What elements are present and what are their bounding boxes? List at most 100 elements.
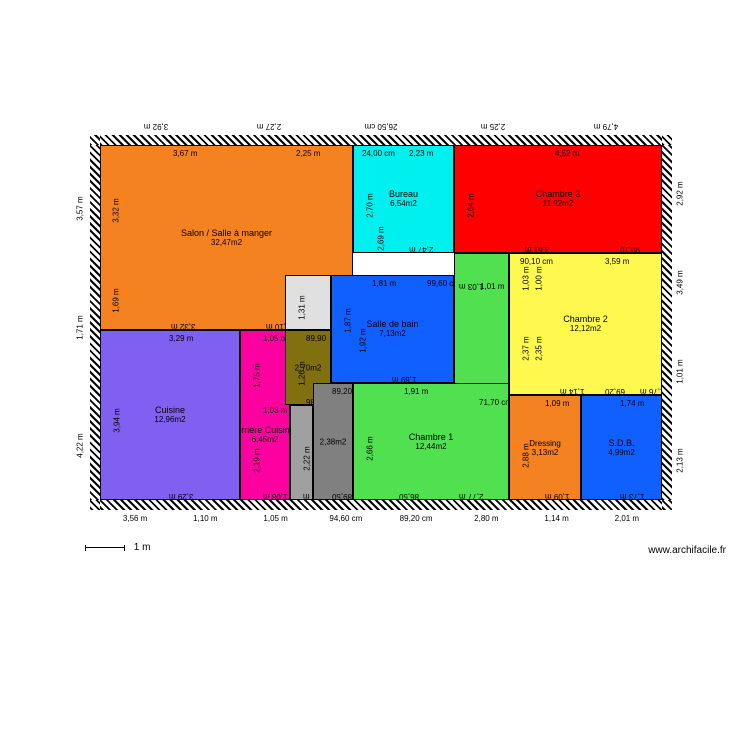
room-bureau: Bureau6,54m224,00 cm2,23 m2,70 m2,64 m2,… (353, 145, 454, 253)
scale-legend: 1 m (85, 542, 150, 553)
dim-label: 71,70 cm (479, 398, 509, 407)
room-grey2: 2,22 m 1,02 m (290, 405, 313, 500)
dim-label: 86,50 (399, 492, 419, 500)
outer-dim: 3,56 m (123, 514, 147, 523)
room-label: Salon / Salle à manger32,47m2 (181, 228, 272, 248)
dim-label: 89,50 (332, 492, 352, 500)
outer-dim: 3,49 m (676, 270, 685, 294)
dim-label: 90,10 cm (520, 257, 553, 266)
dim-label: 2,70 m (366, 193, 375, 217)
dim-label: 1,09 m (545, 399, 569, 408)
dim-label: 1,02 m (417, 275, 441, 277)
outer-dim: 94,60 cm (329, 514, 362, 523)
dim-label: 43,80 (330, 363, 331, 383)
dim-label: 3,94 m (113, 408, 122, 432)
outer-dim: 2,13 m (676, 448, 685, 472)
room-grey: 2,38m289,202,66 m89,50 (313, 383, 353, 500)
room-label: 2,38m2 (320, 437, 347, 446)
outer-dim: 2,25 m (481, 122, 505, 131)
outer-dim: 2,27 m (256, 122, 280, 131)
outer-dim: 2,80 m (474, 514, 498, 523)
plan-inner: Salon / Salle à manger32,47m23,67 m2,25 … (100, 145, 662, 500)
dim-label: 1,03 m (522, 266, 531, 290)
dim-label: 2,69 m (377, 226, 386, 250)
dim-label: 2,64 m (467, 193, 476, 217)
watermark: www.archifacile.fr (648, 545, 726, 556)
dim-label: 24,00 cm (362, 149, 395, 158)
dim-label: 2,37 m (522, 336, 531, 360)
outer-dim: 2,01 m (615, 514, 639, 523)
floor-plan: Salon / Salle à manger32,47m23,67 m2,25 … (90, 135, 672, 510)
dim-label: 3,32 m (112, 198, 121, 222)
scale-bar (85, 547, 125, 548)
room-arriere: Arrière Cuisine6,45m21,05 m1,75 m1,03 m2… (240, 330, 290, 500)
dim-label: 2,23 m (409, 149, 433, 158)
dim-label: 2,19 m (253, 448, 262, 472)
outer-dim: 1,05 m (263, 514, 287, 523)
room-label: Chambre 311,92m2 (536, 189, 581, 209)
dim-label: 1,69 m (112, 288, 121, 312)
dim-label: 1,81 m (372, 279, 396, 288)
outer-dim: 3,57 m (76, 196, 85, 220)
dim-label: 3,59 m (605, 257, 629, 266)
room-chambre1: Chambre 112,44m21,91 m71,70 cm2,66 m2,88… (353, 383, 509, 500)
outer-dim: 1,10 m (193, 514, 217, 523)
outer-dim: 4,79 m (594, 122, 618, 131)
outer-dim: 1,01 m (676, 359, 685, 383)
outer-dim: 4,22 m (76, 433, 85, 457)
outer-dim: 1,71 m (76, 315, 85, 339)
dim-label: 1,03 m (459, 282, 483, 291)
outer-dim: 26,50 cm (365, 122, 398, 131)
room-chambre1-container: 1,01 m1,03 m2,59 m (454, 253, 509, 395)
dim-label: 2,88 m (522, 443, 531, 467)
dim-label: 1,89 m (392, 375, 416, 383)
room-label: Chambre 212,12m2 (563, 314, 608, 334)
dim-label: 3,29 m (169, 334, 193, 343)
dim-label: 1,09 m (545, 492, 569, 500)
dim-label: 3,29 m (169, 492, 193, 500)
dim-label: 1,26 m (298, 361, 307, 385)
dim-label: 2,35 m (535, 336, 544, 360)
room-chambre3: Chambre 311,92m24,52 m2,64 m2,64 m3,61 m… (454, 145, 662, 253)
dim-label: 1,05 m (263, 334, 287, 343)
dim-label: 1,31 m (298, 295, 307, 319)
outer-dim: 1,14 m (544, 514, 568, 523)
dim-label: 2,66 m (366, 436, 375, 460)
room-label: S.D.B.4,99m2 (608, 438, 635, 458)
dim-label: 3,32 m (171, 322, 195, 330)
dim-label: 1,00 m (535, 266, 544, 290)
dim-label: 3,67 m (173, 149, 197, 158)
dim-label: 69,20 (605, 387, 625, 395)
dim-label: 90,10 (620, 245, 640, 253)
dim-label: 1,92 m (359, 328, 368, 352)
dim-label: 89,20 (332, 387, 352, 396)
dim-label: 89,90 (306, 334, 326, 343)
dim-label: 1,76 m (640, 387, 662, 395)
dim-label: 1,08 m (263, 492, 287, 500)
room-label: Dressing3,13m2 (529, 438, 561, 456)
room-label: Salle de bain7,13m2 (366, 319, 418, 339)
dim-label: 1,01 m (480, 282, 504, 291)
dim-label: 1,02 m (303, 492, 313, 500)
dim-label: 2,47 m (409, 245, 433, 253)
dim-label: 1,74 m (620, 399, 644, 408)
outer-dim: 3,92 m (144, 122, 168, 131)
room-sdb: Salle de bain7,13m2 1,81 m 99,60 cm 1,87 m 1… (331, 275, 454, 383)
room-couloir: 1,31 m (285, 275, 331, 330)
dim-label: 1,87 m (344, 308, 353, 332)
outer-dim: 89,20 cm (400, 514, 433, 523)
room-dressing: Dressing3,13m21,09 m2,88 m2,88 m1,09 m (509, 395, 581, 500)
room-label: Cuisine12,96m2 (154, 405, 185, 425)
dim-label: 4,52 m (555, 149, 579, 158)
dim-label: 2,22 m (303, 446, 312, 470)
outer-dim: 2,92 m (676, 182, 685, 206)
room-cuisine: Cuisine12,96m23,29 m3,94 m3,94 m3,29 m (100, 330, 240, 500)
scale-label: 1 m (134, 542, 151, 553)
dim-label: 99,60 cm (427, 279, 454, 288)
room-chambre2: Chambre 212,12m2 90,10 cm 3,59 m 1,03 m 2,37… (509, 253, 662, 395)
room-label: Arrière Cuisine6,45m2 (240, 425, 290, 445)
dim-label: 2,77 m (459, 492, 483, 500)
room-label: Chambre 112,44m2 (409, 432, 454, 452)
dim-label: 1,75 m (253, 363, 262, 387)
dim-label: 3,61 m (525, 245, 549, 253)
